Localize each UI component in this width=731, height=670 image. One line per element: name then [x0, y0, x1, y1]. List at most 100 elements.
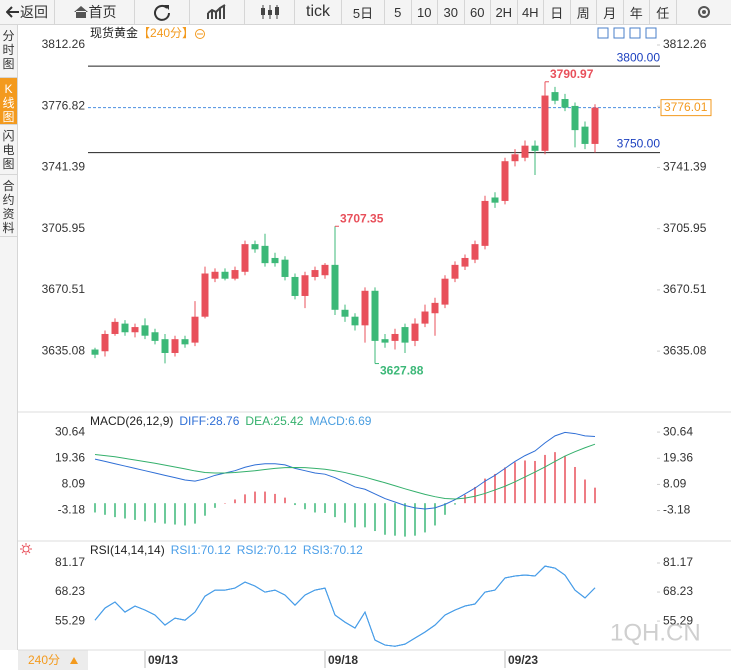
candle-body: [581, 126, 589, 144]
histogram-bar: [544, 454, 546, 504]
period-tab[interactable]: 5日: [342, 0, 385, 24]
view-icons[interactable]: [597, 27, 657, 39]
icon[interactable]: [629, 27, 641, 39]
period-button[interactable]: 240分: [28, 653, 60, 667]
histogram-bar: [174, 503, 176, 525]
histogram-bar: [234, 499, 236, 504]
rsi-icon[interactable]: [20, 543, 32, 555]
period-tab[interactable]: 60: [465, 0, 491, 24]
legend-item: DEA:25.42: [245, 414, 303, 428]
histogram-bar: [294, 503, 296, 506]
period-tab[interactable]: 30: [438, 0, 465, 24]
histogram-bar: [484, 478, 486, 504]
histogram-bar: [404, 503, 406, 537]
candle-body: [421, 311, 429, 324]
period-tab[interactable]: 5: [385, 0, 412, 24]
y-tick-label: 3812.26: [42, 37, 86, 51]
candle-button[interactable]: [245, 0, 295, 24]
candle-body: [521, 145, 529, 158]
y-tick-label: 19.36: [663, 450, 693, 464]
candle-body: [461, 257, 469, 267]
period-tab[interactable]: 2H: [491, 0, 518, 24]
home-button[interactable]: 首页: [55, 0, 135, 24]
y-tick-label: 3741.39: [42, 160, 86, 174]
histogram-bar: [264, 491, 266, 504]
candle-body: [101, 333, 109, 352]
back-button[interactable]: 返回: [0, 0, 55, 24]
indicator-button[interactable]: [190, 0, 245, 24]
period-tab[interactable]: 年: [624, 0, 650, 24]
period-tab[interactable]: 周: [571, 0, 597, 24]
legend: RSI(14,14,14) RSI1:70.12 RSI2:70.12 RSI3:70…: [90, 543, 363, 557]
back-icon: [6, 6, 19, 18]
legend-item: DIFF:28.76: [179, 414, 239, 428]
y-tick-label: 3705.95: [663, 221, 707, 235]
y-tick-label: 55.29: [663, 613, 693, 627]
icon[interactable]: [613, 27, 625, 39]
candle-body: [431, 302, 439, 314]
histogram-bar: [354, 503, 356, 528]
period-tab[interactable]: 10: [412, 0, 438, 24]
candle-body: [91, 349, 99, 355]
histogram-bar: [434, 503, 436, 526]
histogram-bar: [204, 503, 206, 516]
y-tick-label: 3635.08: [663, 343, 707, 357]
y-tick-label: -3.18: [58, 503, 86, 517]
histogram-bar: [274, 493, 276, 504]
candle-body: [551, 92, 559, 101]
histogram-bar: [154, 503, 156, 523]
legend-title: RSI(14,14,14): [90, 543, 165, 557]
icon[interactable]: [597, 27, 609, 39]
y-tick-label: 55.29: [55, 613, 85, 627]
title: 现货黄金: [90, 25, 138, 40]
settings-button[interactable]: [677, 0, 731, 24]
histogram-bar: [124, 503, 126, 519]
histogram-bar: [254, 491, 256, 504]
period-tab[interactable]: 4H: [518, 0, 544, 24]
candle-body: [251, 244, 259, 250]
y-tick-label: 3635.08: [42, 343, 86, 357]
legend: MACD(26,12,9) DIFF:28.76 DEA:25.42 MACD:6.6…: [90, 414, 372, 428]
y-tick-label: 3776.82: [42, 98, 86, 112]
candle-body: [541, 95, 549, 151]
period-tab[interactable]: 日: [544, 0, 571, 24]
price-line-label: 3750.00: [617, 137, 661, 151]
side-tab[interactable]: K线图: [0, 78, 17, 125]
period-tab[interactable]: 任: [650, 0, 677, 24]
candle-body: [181, 339, 189, 345]
series-line: [94, 565, 596, 647]
side-tab[interactable]: 合约资料: [0, 175, 17, 237]
refresh-button[interactable]: [135, 0, 190, 24]
legend-item: RSI3:70.12: [303, 543, 363, 557]
settings-icon[interactable]: [195, 29, 205, 39]
legend-item: MACD:6.69: [309, 414, 371, 428]
histogram-bar: [214, 503, 216, 508]
histogram-bar: [314, 503, 316, 513]
candle-body: [121, 323, 129, 333]
period-arrow[interactable]: [70, 657, 78, 664]
histogram-bar: [334, 503, 336, 518]
candle-body: [401, 327, 409, 343]
candle-body: [271, 257, 279, 264]
y-tick-label: 68.23: [663, 584, 693, 598]
back-label: 返回: [20, 4, 48, 20]
side-tab[interactable]: 闪电图: [0, 125, 17, 175]
series-line: [94, 565, 596, 647]
icon[interactable]: [645, 27, 657, 39]
candle-body: [221, 271, 229, 279]
candle-body: [191, 316, 199, 343]
histogram-bar: [554, 452, 556, 504]
histogram-bar: [384, 503, 386, 535]
watermark: 1QH.CN: [610, 619, 701, 646]
histogram-bar: [104, 503, 106, 515]
histogram-bar: [304, 503, 306, 510]
y-tick-label: 19.36: [55, 450, 85, 464]
candle-body: [331, 264, 339, 310]
candle-body: [511, 154, 519, 162]
candle-body: [161, 339, 169, 353]
period-tab[interactable]: tick: [295, 0, 342, 24]
series-line: [94, 443, 596, 500]
side-tab[interactable]: 分时图: [0, 25, 17, 78]
last-price: 3776.01: [664, 100, 708, 114]
period-tab[interactable]: 月: [597, 0, 624, 24]
